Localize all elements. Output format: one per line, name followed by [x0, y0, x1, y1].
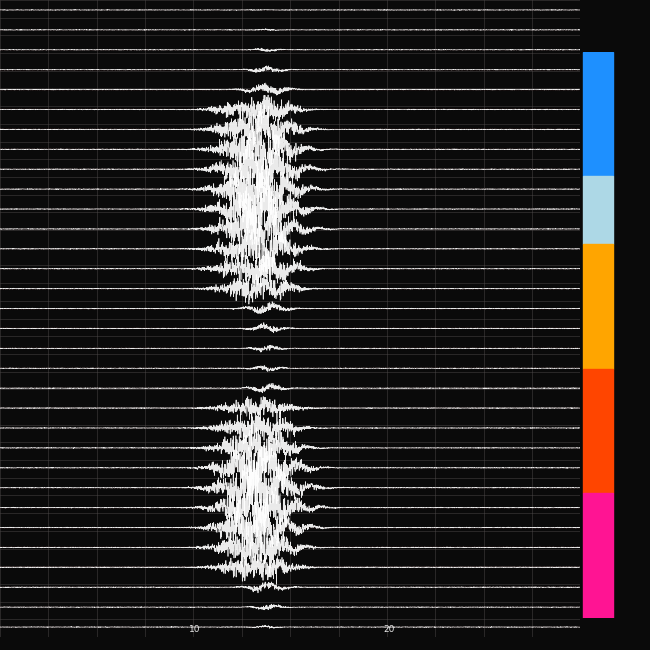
Bar [584, 493, 613, 618]
Text: 10: 10 [188, 625, 200, 634]
Bar [584, 52, 613, 176]
Bar [584, 369, 613, 493]
Bar [584, 244, 613, 369]
Bar [584, 176, 613, 244]
Text: 20: 20 [383, 625, 395, 634]
